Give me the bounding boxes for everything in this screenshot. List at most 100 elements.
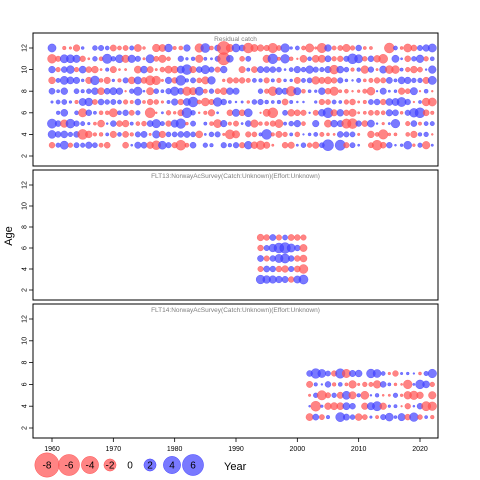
residual-bubble [337, 45, 344, 51]
residual-bubble [140, 131, 148, 138]
residual-bubble [85, 130, 93, 139]
residual-bubble [203, 56, 208, 61]
residual-bubble [238, 77, 246, 84]
residual-bubble [374, 393, 380, 398]
residual-bubble [73, 76, 80, 84]
residual-bubble [300, 109, 307, 116]
residual-bubble [276, 66, 282, 73]
residual-bubble [142, 57, 146, 61]
residual-bubble [239, 142, 246, 149]
residual-bubble [349, 131, 356, 138]
residual-bubble [183, 131, 191, 138]
residual-bubble [116, 120, 123, 127]
residual-bubble [226, 87, 234, 95]
residual-bubble [379, 402, 387, 410]
residual-bubble [412, 143, 416, 147]
legend-label: 4 [169, 461, 175, 472]
y-tick-label: 6 [22, 382, 29, 386]
residual-bubble [312, 120, 320, 128]
residual-bubble [79, 55, 86, 62]
residual-bubble [109, 130, 117, 138]
residual-bubble [313, 382, 318, 387]
residual-bubble [289, 56, 294, 61]
residual-bubble [430, 143, 434, 147]
residual-bubble [393, 45, 398, 51]
residual-bubble [117, 45, 122, 51]
residual-bubble [342, 402, 351, 411]
residual-bubble [92, 132, 97, 137]
residual-bubble [245, 55, 252, 62]
panel-2: FLT13:NorwayAcSurvey(Catch:Unknown)(Effo… [22, 169, 439, 301]
residual-bubble [142, 46, 146, 50]
residual-bubble [190, 56, 196, 61]
residual-bubble [280, 54, 290, 64]
residual-bubble [417, 77, 423, 84]
residual-bubble [305, 413, 314, 421]
y-tick-label: 10 [22, 66, 29, 74]
residual-bubble [387, 122, 391, 126]
residual-bubble [381, 122, 385, 126]
residual-bubble [91, 65, 99, 74]
legend-label: 6 [190, 461, 196, 472]
residual-bubble [251, 131, 258, 138]
residual-bubble [270, 78, 275, 83]
residual-bubble [325, 99, 331, 105]
residual-bubble [366, 86, 376, 96]
residual-bubble [369, 394, 373, 397]
y-tick-label: 2 [22, 426, 29, 430]
residual-bubble [148, 132, 152, 136]
residual-bubble [80, 89, 85, 94]
residual-bubble [146, 66, 154, 73]
residual-bubble [184, 78, 189, 83]
residual-bubble [357, 382, 361, 386]
residual-bubble [233, 77, 239, 84]
residual-bubble [386, 142, 393, 149]
residual-bubble [360, 65, 369, 74]
x-axis-label: Year [224, 461, 247, 473]
residual-bubble [317, 369, 327, 378]
residual-bubble [429, 121, 435, 127]
residual-bubble [110, 56, 116, 62]
residual-bubble [184, 142, 190, 148]
residual-bubble [104, 45, 110, 51]
residual-bubble [109, 87, 118, 96]
residual-bubble [232, 108, 240, 117]
residual-bubble [373, 77, 381, 84]
legend-label: 2 [147, 461, 153, 472]
residual-bubble [74, 99, 79, 105]
residual-bubble [348, 108, 357, 117]
residual-bubble [257, 98, 264, 106]
residual-bubble [322, 139, 334, 151]
residual-bubble [411, 77, 417, 83]
residual-bubble [97, 87, 105, 95]
residual-bubble [85, 66, 93, 73]
residual-bubble [59, 140, 69, 150]
residual-bubble [97, 98, 105, 106]
residual-bubble [54, 131, 62, 138]
residual-bubble [338, 89, 343, 94]
residual-bubble [295, 143, 299, 147]
residual-bubble [393, 404, 398, 409]
y-tick-label: 10 [22, 202, 29, 210]
residual-bubble [159, 121, 165, 127]
residual-bubble [135, 121, 141, 126]
legend-label: -8 [43, 461, 52, 472]
residual-bubble [233, 120, 239, 127]
residual-bubble [368, 77, 374, 83]
residual-bubble [270, 100, 275, 104]
residual-bubble [232, 87, 240, 95]
panel-frame [32, 169, 439, 301]
residual-bubble [360, 391, 370, 400]
residual-bubble [399, 111, 404, 115]
residual-bubble [289, 100, 294, 104]
residual-bubble [400, 57, 403, 61]
residual-bubble [92, 45, 98, 51]
residual-bubble [73, 88, 80, 94]
residual-bubble [296, 100, 299, 104]
residual-bubble [314, 89, 318, 93]
residual-bubble [124, 68, 128, 72]
residual-bubble [208, 66, 215, 73]
y-tick-label: 6 [22, 246, 29, 250]
residual-bubble [412, 372, 415, 375]
residual-bubble [111, 78, 115, 83]
